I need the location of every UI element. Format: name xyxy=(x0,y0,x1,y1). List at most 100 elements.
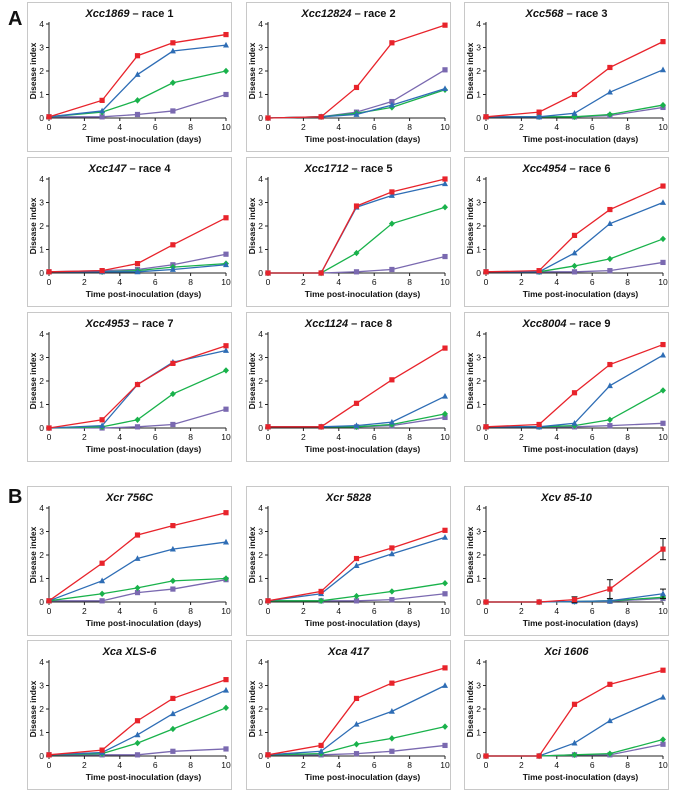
data-point-red xyxy=(442,176,448,182)
data-point-red xyxy=(134,718,141,724)
data-point-blue xyxy=(169,710,176,717)
x-tick-label: 2 xyxy=(82,277,87,287)
y-axis-label: Disease index xyxy=(465,197,475,254)
data-point-green xyxy=(169,390,176,398)
x-tick-label: 8 xyxy=(407,606,412,616)
data-point-blue xyxy=(388,192,395,198)
data-point-red xyxy=(536,268,542,274)
data-point-blue xyxy=(442,682,448,688)
chart-title: Xcr 5828 xyxy=(325,492,372,504)
y-axis-label: Disease index xyxy=(465,352,475,409)
y-tick-label: 4 xyxy=(39,19,44,29)
x-tick-label: 10 xyxy=(221,432,231,442)
chart-panel: Xcc1712 – race 5 0 1 2 3 4 0 2 4 6 8 10 Time post-in… xyxy=(246,157,451,307)
chart-title: Xcc12824 – race 2 xyxy=(300,8,395,20)
data-point-blue xyxy=(442,180,448,187)
x-tick-label: 10 xyxy=(658,277,668,287)
y-tick-label: 0 xyxy=(39,423,44,433)
data-point-red xyxy=(170,523,176,529)
chart-title: Xcc1869 – race 1 xyxy=(84,8,173,20)
chart-panel: Xcc147 – race 4 0 1 2 3 4 0 2 4 6 8 10 Time post-ino… xyxy=(27,157,232,307)
data-point-blue xyxy=(660,693,666,700)
y-axis-label: Disease index xyxy=(28,197,38,254)
x-tick-label: 4 xyxy=(336,122,341,132)
x-tick-label: 10 xyxy=(440,432,450,442)
data-point-purple xyxy=(389,748,395,754)
x-tick-label: 6 xyxy=(590,277,595,287)
data-point-blue xyxy=(606,717,613,724)
x-tick-label: 6 xyxy=(590,760,595,770)
data-point-red xyxy=(483,753,489,759)
x-tick-label: 8 xyxy=(188,606,193,616)
x-tick-label: 8 xyxy=(188,760,193,770)
y-tick-label: 4 xyxy=(476,657,481,667)
data-point-red xyxy=(318,270,324,276)
line-chart: Xcc12824 – race 2 0 1 2 3 4 0 2 4 6 8 10 Time post-i… xyxy=(246,2,451,152)
data-point-blue xyxy=(571,739,578,746)
y-axis-label: Disease index xyxy=(28,680,38,737)
chart-panel: Xcc1124 – race 8 0 1 2 3 4 0 2 4 6 8 10 Time post-in… xyxy=(246,312,451,462)
x-tick-label: 6 xyxy=(372,760,377,770)
x-axis-label: Time post-inoculation (days) xyxy=(523,618,639,628)
y-tick-label: 2 xyxy=(476,221,481,231)
x-tick-label: 4 xyxy=(117,277,122,287)
data-point-green xyxy=(169,577,176,585)
panel-frame xyxy=(27,486,232,636)
data-point-purple xyxy=(389,597,395,603)
data-point-red xyxy=(389,680,395,686)
x-tick-label: 10 xyxy=(658,606,668,616)
x-tick-label: 0 xyxy=(47,760,52,770)
chart-panel: Xcc568 – race 3 0 1 2 3 4 0 2 4 6 8 10 Time post-ino… xyxy=(464,2,669,152)
line-chart: Xcc147 – race 4 0 1 2 3 4 0 2 4 6 8 10 Time post-ino… xyxy=(27,157,232,307)
x-tick-label: 2 xyxy=(82,432,87,442)
x-tick-label: 0 xyxy=(266,606,271,616)
data-point-green xyxy=(388,735,395,742)
x-tick-label: 6 xyxy=(372,432,377,442)
data-point-red xyxy=(571,597,578,603)
data-point-red xyxy=(223,343,229,349)
y-tick-label: 1 xyxy=(258,400,263,410)
data-point-purple xyxy=(660,259,666,266)
x-axis-label: Time post-inoculation (days) xyxy=(86,618,202,628)
x-tick-label: 4 xyxy=(554,760,559,770)
data-point-red xyxy=(536,421,542,428)
data-point-red xyxy=(265,270,271,276)
series-line-red xyxy=(485,41,664,118)
y-tick-label: 1 xyxy=(476,728,481,738)
y-tick-label: 1 xyxy=(39,90,44,100)
data-point-purple xyxy=(571,269,578,275)
x-axis-label: Time post-inoculation (days) xyxy=(305,444,421,454)
series-line-red xyxy=(268,178,446,274)
x-axis-label: Time post-inoculation (days) xyxy=(523,772,639,782)
data-point-red xyxy=(442,22,448,28)
data-point-purple xyxy=(170,586,176,592)
x-tick-label: 8 xyxy=(625,760,630,770)
y-tick-label: 2 xyxy=(258,704,263,714)
x-tick-label: 6 xyxy=(372,122,377,132)
chart-title: Xca 417 xyxy=(327,646,370,658)
data-point-red xyxy=(660,341,666,348)
y-tick-label: 3 xyxy=(39,353,44,363)
y-tick-label: 0 xyxy=(476,751,481,761)
y-tick-label: 4 xyxy=(39,174,44,184)
data-point-red xyxy=(318,114,324,120)
panel-frame xyxy=(27,640,232,790)
data-point-red xyxy=(46,752,52,758)
x-tick-label: 6 xyxy=(372,277,377,287)
data-point-blue xyxy=(169,266,176,272)
data-point-green xyxy=(606,750,613,757)
chart-panel: Xcv 85-10 0 1 2 3 4 0 2 4 6 8 10 Time post-inoculati… xyxy=(464,486,669,636)
x-tick-label: 6 xyxy=(153,760,158,770)
data-point-red xyxy=(607,206,613,213)
data-point-red xyxy=(389,377,395,383)
panel-frame xyxy=(246,312,451,462)
x-tick-label: 10 xyxy=(440,606,450,616)
y-tick-label: 1 xyxy=(39,728,44,738)
y-tick-label: 1 xyxy=(476,400,481,410)
x-tick-label: 0 xyxy=(484,606,489,616)
y-tick-label: 3 xyxy=(258,527,263,537)
y-tick-label: 3 xyxy=(476,198,481,208)
data-point-blue xyxy=(353,562,360,568)
x-tick-label: 2 xyxy=(519,760,524,770)
y-tick-label: 3 xyxy=(39,681,44,691)
